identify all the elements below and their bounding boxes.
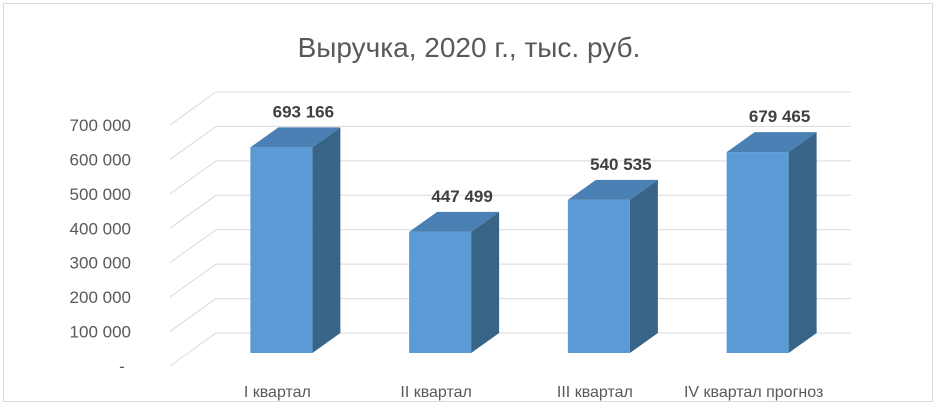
category-label: II квартал	[400, 384, 471, 401]
y-tick-label: -	[119, 357, 125, 376]
data-labels: 693 166 447 499 540 535 679 465	[273, 102, 811, 206]
gridline-wall	[169, 298, 217, 332]
gridline-wall	[169, 332, 217, 367]
data-label: 447 499	[431, 187, 492, 206]
category-label: IV квартал прогноз	[684, 384, 823, 401]
bar-side	[312, 127, 341, 354]
bar-side	[788, 132, 817, 353]
y-tick-label: 500 000	[70, 185, 131, 204]
data-label: 693 166	[273, 102, 334, 121]
chart-title: Выручка, 2020 г., тыс. руб.	[298, 32, 641, 63]
bar-side	[629, 179, 658, 353]
gridline-wall	[169, 229, 217, 264]
y-tick-label: 600 000	[70, 150, 131, 169]
gridline-wall	[169, 91, 217, 126]
gridline-wall	[169, 160, 217, 195]
bar-3	[567, 179, 658, 353]
category-label: III квартал	[557, 384, 633, 401]
bars	[250, 127, 817, 354]
bar-front	[250, 147, 313, 353]
bar-front	[409, 231, 472, 353]
bar-side	[471, 211, 500, 353]
y-tick-label: 100 000	[70, 323, 131, 342]
gridline-wall	[169, 194, 217, 229]
y-tick-label: 300 000	[70, 254, 131, 273]
y-tick-label: 400 000	[70, 219, 131, 238]
bar-4	[726, 132, 817, 353]
data-label: 679 465	[749, 107, 810, 126]
y-tick-label: 700 000	[70, 116, 131, 135]
category-labels: I квартал II квартал III квартал IV квартал…	[244, 384, 823, 401]
bar-top	[726, 132, 817, 153]
bar-top	[409, 211, 500, 232]
gridline-wall	[169, 263, 217, 298]
y-tick-label: 200 000	[70, 288, 131, 307]
bar-front	[726, 152, 789, 353]
bar-2	[409, 211, 500, 353]
data-label: 540 535	[590, 155, 651, 174]
gridline-wall	[169, 126, 217, 160]
y-axis-tick-labels: - 100 000 200 000 300 000 400 000 500 000 600 …	[70, 116, 131, 376]
bar-top	[567, 179, 658, 200]
bar-front	[567, 199, 630, 353]
category-label: I квартал	[244, 384, 311, 401]
bar-1	[250, 127, 341, 354]
bar-top	[250, 127, 341, 148]
